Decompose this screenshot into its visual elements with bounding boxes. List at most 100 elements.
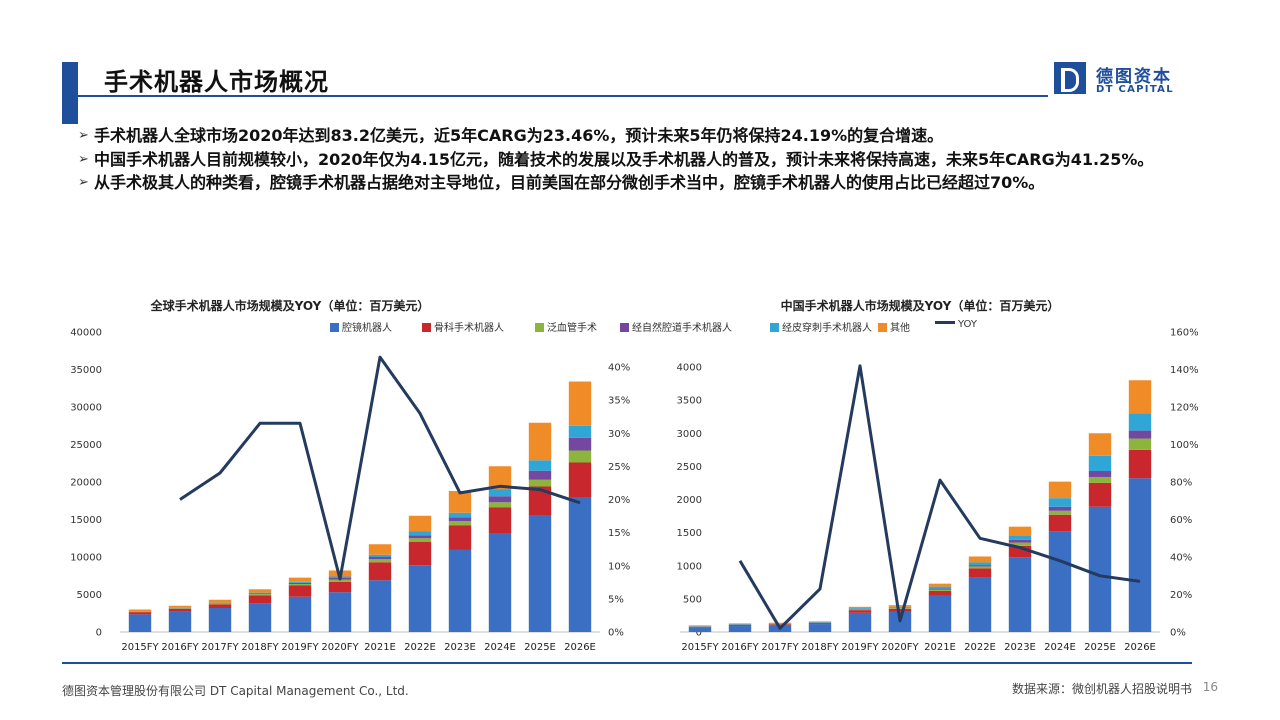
bar-segment <box>448 549 472 632</box>
bar-segment <box>488 502 512 508</box>
x-tick-label: 2019FY <box>281 642 319 653</box>
bar-segment <box>128 612 152 615</box>
bar-segment <box>248 592 272 594</box>
bar-segment <box>328 592 352 632</box>
bar-segment <box>1008 545 1032 558</box>
x-tick-label: 2018FY <box>241 642 279 653</box>
y2-tick-label: 80% <box>1170 478 1192 489</box>
bar-segment <box>568 462 592 497</box>
x-tick-label: 2018FY <box>801 642 839 653</box>
title-underline <box>78 95 1048 97</box>
bar-segment <box>1128 478 1152 632</box>
x-tick-label: 2015FY <box>121 642 159 653</box>
y2-tick-label: 30% <box>608 429 630 440</box>
bullet-item: ➢ 中国手术机器人目前规模较小，2020年仅为4.15亿元，随着技术的发展以及手… <box>78 148 1188 172</box>
bar-segment <box>288 581 312 583</box>
y2-tick-label: 20% <box>1170 590 1192 601</box>
bar-segment <box>888 605 912 607</box>
bar-segment <box>168 608 192 609</box>
y2-tick-label: 0% <box>608 628 624 639</box>
bar-segment <box>928 595 952 632</box>
bar-segment <box>568 437 592 451</box>
bar-segment <box>408 535 432 539</box>
bar-segment <box>768 624 792 626</box>
y2-tick-label: 40% <box>1170 553 1192 564</box>
bar-segment <box>448 525 472 550</box>
y-tick-label: 3000 <box>677 429 702 440</box>
bar-segment <box>1128 449 1152 479</box>
bullet-arrow-icon: ➢ <box>78 128 89 143</box>
bar-segment <box>488 533 512 632</box>
bar-segment <box>1088 433 1112 456</box>
bar-segment <box>1048 531 1072 632</box>
footer-source: 数据来源：微创机器人招股说明书 <box>1011 682 1192 696</box>
bar-segment <box>368 557 392 560</box>
y-tick-label: 1000 <box>677 561 702 572</box>
bar-segment <box>848 610 872 613</box>
bar-segment <box>848 606 872 609</box>
chart-title: 全球手术机器人市场规模及YOY（单位：百万美元） <box>150 298 430 313</box>
y-tick-label: 2000 <box>677 495 702 506</box>
legend-item: 经自然腔道手术机器人 <box>620 319 732 334</box>
bar-segment <box>888 606 912 608</box>
logo-text-en: DT CAPITAL <box>1096 84 1174 95</box>
y-tick-label: 40000 <box>70 328 102 339</box>
bar-segment <box>568 381 592 426</box>
y-tick-label: 2500 <box>677 462 702 473</box>
x-tick-label: 2025E <box>524 642 556 653</box>
x-tick-label: 2022E <box>404 642 436 653</box>
china-market-chart: 中国手术机器人市场规模及YOY（单位：百万美元） 0 500 1000 1500 2000… <box>677 298 1199 653</box>
y-tick-label: 0 <box>96 628 102 639</box>
x-tick-label: 2017FY <box>761 642 799 653</box>
bar-segment <box>368 559 392 563</box>
y-tick-label: 5000 <box>77 590 102 601</box>
legend-item: 其他 <box>878 319 910 334</box>
bar-segment <box>928 583 952 587</box>
bar-segment <box>408 531 432 536</box>
y2-tick-label: 15% <box>608 528 630 539</box>
bar-segment <box>968 556 992 563</box>
bar-segment <box>1008 542 1032 546</box>
bar-segment <box>808 624 832 632</box>
x-tick-label: 2026E <box>564 642 596 653</box>
bar-segment <box>928 589 952 591</box>
chart-legend: 腔镜机器人 骨科手术机器人 泛血管手术 经自然腔道手术机器人 经皮穿刺手术机器人… <box>330 319 1030 335</box>
bar-segment <box>888 608 912 609</box>
bar-segment <box>288 584 312 586</box>
bar-segment <box>208 604 232 608</box>
bar-segment <box>688 626 712 628</box>
y2-tick-label: 10% <box>608 561 630 572</box>
bullet-item: ➢ 手术机器人全球市场2020年达到83.2亿美元，近5年CARG为23.46%… <box>78 124 1188 148</box>
bullet-arrow-icon: ➢ <box>78 151 89 167</box>
legend-swatch <box>878 323 887 332</box>
bar-segment <box>208 603 232 605</box>
bar-segment <box>568 425 592 438</box>
bar-segment <box>288 582 312 584</box>
chart-title: 中国手术机器人市场规模及YOY（单位：百万美元） <box>781 298 1060 313</box>
bar-segment <box>1008 539 1032 543</box>
bar-segment <box>848 612 872 632</box>
bar-segment <box>488 507 512 533</box>
bar-segment <box>248 594 272 596</box>
page-number: 16 <box>1202 680 1218 694</box>
bar-segment <box>208 602 232 604</box>
bar-segment <box>368 562 392 581</box>
legend-swatch <box>535 323 544 332</box>
bar-segment <box>1128 413 1152 431</box>
bar-segment <box>1128 380 1152 414</box>
bar-segment <box>1088 471 1112 477</box>
bar-segment <box>1048 506 1072 511</box>
page-title: 手术机器人市场概况 <box>104 68 329 96</box>
x-tick-label: 2021E <box>924 642 956 653</box>
bar-segment <box>328 579 352 582</box>
bullet-text: 中国手术机器人目前规模较小，2020年仅为4.15亿元，随着技术的发展以及手术机… <box>94 149 1154 169</box>
bar-segment <box>968 566 992 569</box>
footer-divider <box>62 662 1192 664</box>
y-tick-label: 4000 <box>677 363 702 374</box>
bar-segment <box>848 608 872 610</box>
bar-segment <box>288 596 312 632</box>
x-tick-label: 2015FY <box>681 642 719 653</box>
bullet-arrow-icon: ➢ <box>78 175 89 190</box>
bullet-text: 手术机器人全球市场2020年达到83.2亿美元，近5年CARG为23.46%，预… <box>94 126 944 145</box>
x-tick-label: 2023E <box>1004 642 1036 653</box>
